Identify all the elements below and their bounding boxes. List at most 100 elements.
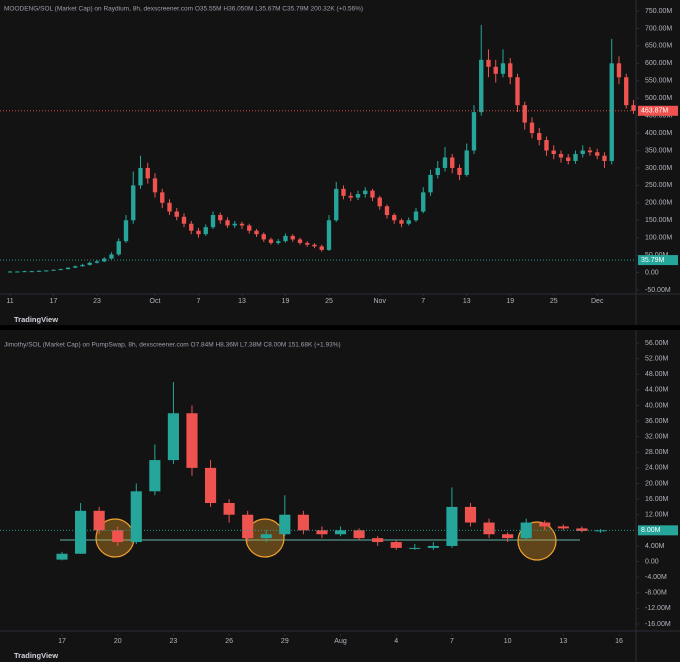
candle-body xyxy=(363,190,368,195)
y-tick-label: 250.00M xyxy=(645,182,672,189)
x-tick-label: Dec xyxy=(591,298,604,305)
candle-body xyxy=(174,211,179,217)
y-tick-label: 600.00M xyxy=(645,60,672,67)
y-tick-label: 24.00M xyxy=(645,465,669,472)
candle-body xyxy=(186,413,198,468)
candle-body xyxy=(334,530,347,535)
x-tick-label: 17 xyxy=(58,638,66,645)
candle-body xyxy=(149,460,161,492)
candle-body xyxy=(522,105,527,123)
x-tick-label: 19 xyxy=(506,298,514,305)
candle-body xyxy=(283,235,288,242)
candle-body xyxy=(204,467,217,504)
y-tick-label: 200.00M xyxy=(645,200,672,207)
candle-body xyxy=(239,223,245,226)
candle-body xyxy=(268,239,274,243)
x-tick-label: 13 xyxy=(463,298,471,305)
candle-body xyxy=(44,270,49,272)
price-label-box xyxy=(638,105,678,116)
candle-body xyxy=(483,522,495,535)
candle-body xyxy=(167,202,172,212)
x-tick-label: Nov xyxy=(374,298,387,305)
x-tick-label: 4 xyxy=(394,638,398,645)
candle-body xyxy=(254,230,259,235)
candle-body xyxy=(203,227,208,235)
candle-body xyxy=(413,211,419,221)
x-tick-label: 13 xyxy=(559,638,567,645)
candle-body xyxy=(502,534,514,539)
candle-body xyxy=(580,150,585,154)
candle-body xyxy=(464,506,477,523)
candle-body xyxy=(247,225,252,231)
x-tick-label: 23 xyxy=(170,638,178,645)
brand: TradingView xyxy=(14,315,58,324)
y-tick-label: 750.00M xyxy=(645,8,672,15)
candle-body xyxy=(80,264,85,267)
y-tick-label: 100.00M xyxy=(645,235,672,242)
y-tick-label: 4.00M xyxy=(645,543,665,550)
y-tick-label: 32.00M xyxy=(645,434,669,441)
candle-body xyxy=(223,503,235,515)
candle-body xyxy=(442,157,448,168)
price-label: 8.00M xyxy=(641,527,661,534)
candle-body xyxy=(539,522,551,527)
candle-body xyxy=(94,261,100,263)
y-tick-label: 56.00M xyxy=(645,340,669,347)
x-tick-label: 25 xyxy=(550,298,558,305)
candle-body xyxy=(160,192,165,203)
y-tick-label: 12.00M xyxy=(645,512,669,519)
candle-body xyxy=(409,547,421,549)
candle-body xyxy=(384,206,390,216)
x-tick-label: 13 xyxy=(238,298,246,305)
candle-body xyxy=(428,174,433,193)
x-tick-label: Aug xyxy=(334,638,347,645)
candle-body xyxy=(7,271,13,273)
candle-body xyxy=(316,530,328,535)
candle-body xyxy=(131,185,136,221)
x-tick-label: 20 xyxy=(114,638,122,645)
y-tick-label: 0.00 xyxy=(645,558,659,565)
x-tick-label: 29 xyxy=(281,638,289,645)
x-tick-label: 25 xyxy=(325,298,333,305)
y-tick-label: 450.00M xyxy=(645,112,672,119)
candle-body xyxy=(319,246,324,250)
y-tick-label: 350.00M xyxy=(645,147,672,154)
candle-body xyxy=(261,234,266,240)
candle-body xyxy=(372,538,384,543)
candle-body xyxy=(616,63,622,78)
candle-body xyxy=(167,413,179,461)
candle-body xyxy=(450,157,455,168)
x-tick-label: 7 xyxy=(421,298,425,305)
y-tick-label: -12.00M xyxy=(645,605,671,612)
candle-body xyxy=(355,194,361,198)
candle-body xyxy=(479,59,484,113)
candle-body xyxy=(520,522,532,539)
candle-body xyxy=(242,514,254,539)
candle-body xyxy=(486,59,491,67)
candle-body xyxy=(116,241,121,255)
candle-body xyxy=(392,215,397,221)
candle-body xyxy=(624,77,629,106)
candle-body xyxy=(218,215,223,221)
candle-body xyxy=(290,235,295,240)
candle-body xyxy=(145,167,150,179)
candle-body xyxy=(390,542,402,548)
candle-body xyxy=(56,553,68,560)
y-tick-label: 48.00M xyxy=(645,371,669,378)
y-tick-label: -8.00M xyxy=(645,590,667,597)
candle-body xyxy=(326,220,332,250)
candle-body xyxy=(557,526,569,529)
candle-body xyxy=(493,66,498,74)
x-tick-label: 7 xyxy=(197,298,201,305)
y-tick-label: 500.00M xyxy=(645,95,672,102)
candle-body xyxy=(189,223,194,231)
y-tick-label: 44.00M xyxy=(645,387,669,394)
y-tick-label: 40.00M xyxy=(645,402,669,409)
y-tick-label: 20.00M xyxy=(645,480,669,487)
candle-body xyxy=(260,534,272,539)
candle-body xyxy=(399,220,404,224)
candle-body xyxy=(29,271,34,273)
candle-body xyxy=(276,241,281,243)
candle-body xyxy=(123,220,129,242)
y-tick-label: 150.00M xyxy=(645,217,672,224)
